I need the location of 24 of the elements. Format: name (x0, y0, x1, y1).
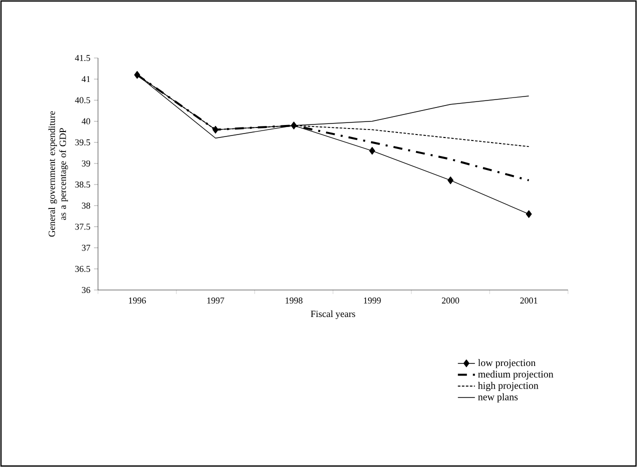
x-tick-label: 1996 (128, 298, 146, 304)
y-tick-label: 38.5 (75, 181, 90, 188)
y-tick-label: 37 (82, 244, 90, 251)
legend-label: new plans (478, 393, 518, 402)
y-tick-label: 36.5 (75, 266, 90, 272)
legend-label: medium projection (478, 370, 554, 380)
y-tick-label: 41 (82, 76, 90, 82)
y-tick-label: 38 (82, 202, 90, 209)
x-tick-label: 1999 (364, 298, 381, 304)
x-tick-label: 2000 (442, 298, 460, 304)
x-tick-label: 2001 (520, 298, 538, 304)
y-tick-label: 39 (82, 160, 90, 166)
x-axis-title: Fiscal years (310, 310, 356, 320)
y-tick-label: 37.5 (75, 224, 90, 230)
y-tick-label: 40 (82, 118, 90, 124)
x-tick-label: 1997 (207, 298, 224, 304)
legend-label: high projection (478, 382, 538, 391)
y-tick-label: 41.5 (74, 54, 90, 62)
y-tick-label: 40.5 (74, 97, 90, 104)
y-axis-title: General government expenditure as a percentage of GDP (48, 111, 68, 237)
x-tick-label: 1998 (286, 298, 302, 304)
y-tick-label: 36 (82, 286, 90, 294)
legend-label: low projection (478, 359, 536, 368)
y-tick-label: 39.5 (75, 139, 90, 146)
